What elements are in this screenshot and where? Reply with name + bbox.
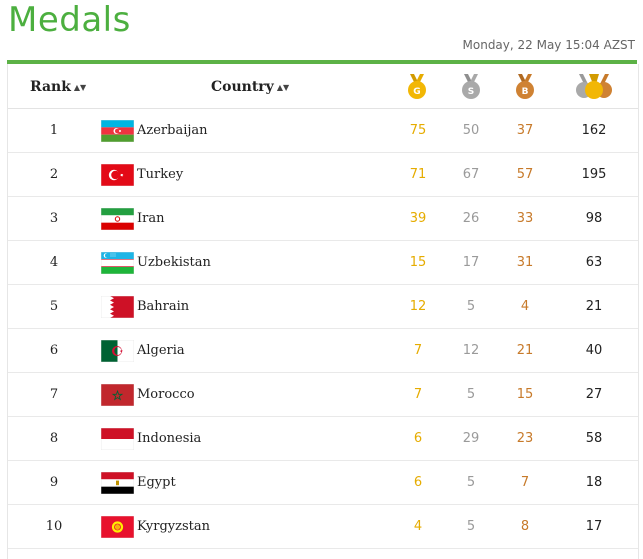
egypt-flag	[100, 471, 135, 495]
rank-cell: 7	[49, 387, 59, 402]
gold-count: 7	[413, 387, 423, 402]
total-count: 27	[585, 387, 603, 402]
silver-count: 50	[462, 123, 480, 138]
bronze-count: 37	[516, 123, 534, 138]
rank-header-label: Rank	[30, 79, 71, 95]
country-name[interactable]: Egypt	[137, 475, 176, 490]
table-row-partial	[8, 549, 638, 559]
table-row[interactable]: 7 Morocco 7 5 15 27	[8, 373, 638, 417]
silver-medal-letter: S	[468, 87, 474, 97]
country-name[interactable]: Kyrgyzstan	[137, 519, 210, 534]
gold-count: 39	[409, 211, 427, 226]
table-row[interactable]: 9 Egypt 6 5 7 18	[8, 461, 638, 505]
rank-cell: 10	[45, 519, 63, 534]
bronze-count: 15	[516, 387, 534, 402]
country-column-header[interactable]: Country ▲▼	[211, 64, 289, 108]
gold-count: 6	[413, 475, 423, 490]
rank-cell: 2	[49, 167, 59, 182]
silver-count: 5	[466, 519, 476, 534]
gold-medal-icon[interactable]: G	[405, 74, 429, 100]
country-name[interactable]: Uzbekistan	[137, 255, 211, 270]
silver-count: 26	[462, 211, 480, 226]
bronze-count: 33	[516, 211, 534, 226]
total-count: 21	[585, 299, 603, 314]
bronze-count: 7	[520, 475, 530, 490]
morocco-flag	[100, 383, 135, 407]
total-count: 98	[585, 211, 603, 226]
indonesia-flag	[100, 427, 135, 451]
silver-count: 12	[462, 343, 480, 358]
gold-count: 75	[409, 123, 427, 138]
gold-count: 15	[409, 255, 427, 270]
country-header-label: Country	[211, 79, 274, 95]
last-updated-timestamp: Monday, 22 May 15:04 AZST	[462, 38, 635, 52]
bronze-count: 4	[520, 299, 530, 314]
rank-cell: 6	[49, 343, 59, 358]
sort-icon: ▲▼	[73, 82, 87, 92]
gold-count: 71	[409, 167, 427, 182]
bronze-medal-letter: B	[522, 87, 529, 97]
table-row[interactable]: 8 Indonesia 6 29 23 58	[8, 417, 638, 461]
iran-flag	[100, 207, 135, 231]
table-row[interactable]: 2 Turkey 71 67 57 195	[8, 153, 638, 197]
rank-cell: 9	[49, 475, 59, 490]
table-row[interactable]: 5 Bahrain 12 5 4 21	[8, 285, 638, 329]
gold-medal-letter: G	[413, 87, 420, 97]
country-name[interactable]: Azerbaijan	[137, 123, 208, 138]
bronze-count: 8	[520, 519, 530, 534]
country-name[interactable]: Morocco	[137, 387, 195, 402]
gold-count: 7	[413, 343, 423, 358]
rank-cell: 3	[49, 211, 59, 226]
azerbaijan-flag	[100, 119, 135, 143]
silver-count: 5	[466, 475, 476, 490]
total-medals-icon[interactable]	[575, 74, 613, 100]
table-header: Rank ▲▼ Country ▲▼ G S B	[8, 64, 638, 109]
table-row[interactable]: 6 Algeria 7 12 21 40	[8, 329, 638, 373]
bronze-count: 23	[516, 431, 534, 446]
total-count: 63	[585, 255, 603, 270]
table-row[interactable]: 1 Azerbaijan 75 50 37 162	[8, 109, 638, 153]
silver-medal-icon[interactable]: S	[459, 74, 483, 100]
page-title: Medals	[8, 0, 131, 40]
rank-cell: 1	[49, 123, 59, 138]
rank-cell: 4	[49, 255, 59, 270]
gold-count: 4	[413, 519, 423, 534]
rank-column-header[interactable]: Rank ▲▼	[30, 64, 86, 108]
uzbekistan-flag	[100, 251, 135, 275]
bronze-medal-icon[interactable]: B	[513, 74, 537, 100]
country-name[interactable]: Indonesia	[137, 431, 202, 446]
table-row[interactable]: 4 Uzbekistan 15 17 31 63	[8, 241, 638, 285]
gold-count: 12	[409, 299, 427, 314]
total-count: 58	[585, 431, 603, 446]
country-name[interactable]: Algeria	[137, 343, 185, 358]
silver-count: 5	[466, 299, 476, 314]
rank-cell: 8	[49, 431, 59, 446]
kyrgyzstan-flag	[100, 515, 135, 539]
medals-table: Rank ▲▼ Country ▲▼ G S B	[7, 64, 639, 559]
country-name[interactable]: Iran	[137, 211, 165, 226]
title-divider	[7, 60, 637, 64]
total-count: 162	[581, 123, 607, 138]
sort-icon: ▲▼	[276, 82, 290, 92]
country-name[interactable]: Turkey	[137, 167, 184, 182]
bahrain-flag	[100, 295, 135, 319]
gold-count: 6	[413, 431, 423, 446]
turkey-flag	[100, 163, 135, 187]
total-count: 17	[585, 519, 603, 534]
silver-count: 17	[462, 255, 480, 270]
total-count: 40	[585, 343, 603, 358]
algeria-flag	[100, 339, 135, 363]
total-count: 18	[585, 475, 603, 490]
bronze-count: 21	[516, 343, 534, 358]
total-count: 195	[581, 167, 607, 182]
table-row[interactable]: 3 Iran 39 26 33 98	[8, 197, 638, 241]
silver-count: 67	[462, 167, 480, 182]
rank-cell: 5	[49, 299, 59, 314]
country-name[interactable]: Bahrain	[137, 299, 190, 314]
bronze-count: 31	[516, 255, 534, 270]
silver-count: 29	[462, 431, 480, 446]
bronze-count: 57	[516, 167, 534, 182]
table-row[interactable]: 10 Kyrgyzstan 4 5 8 17	[8, 505, 638, 549]
silver-count: 5	[466, 387, 476, 402]
